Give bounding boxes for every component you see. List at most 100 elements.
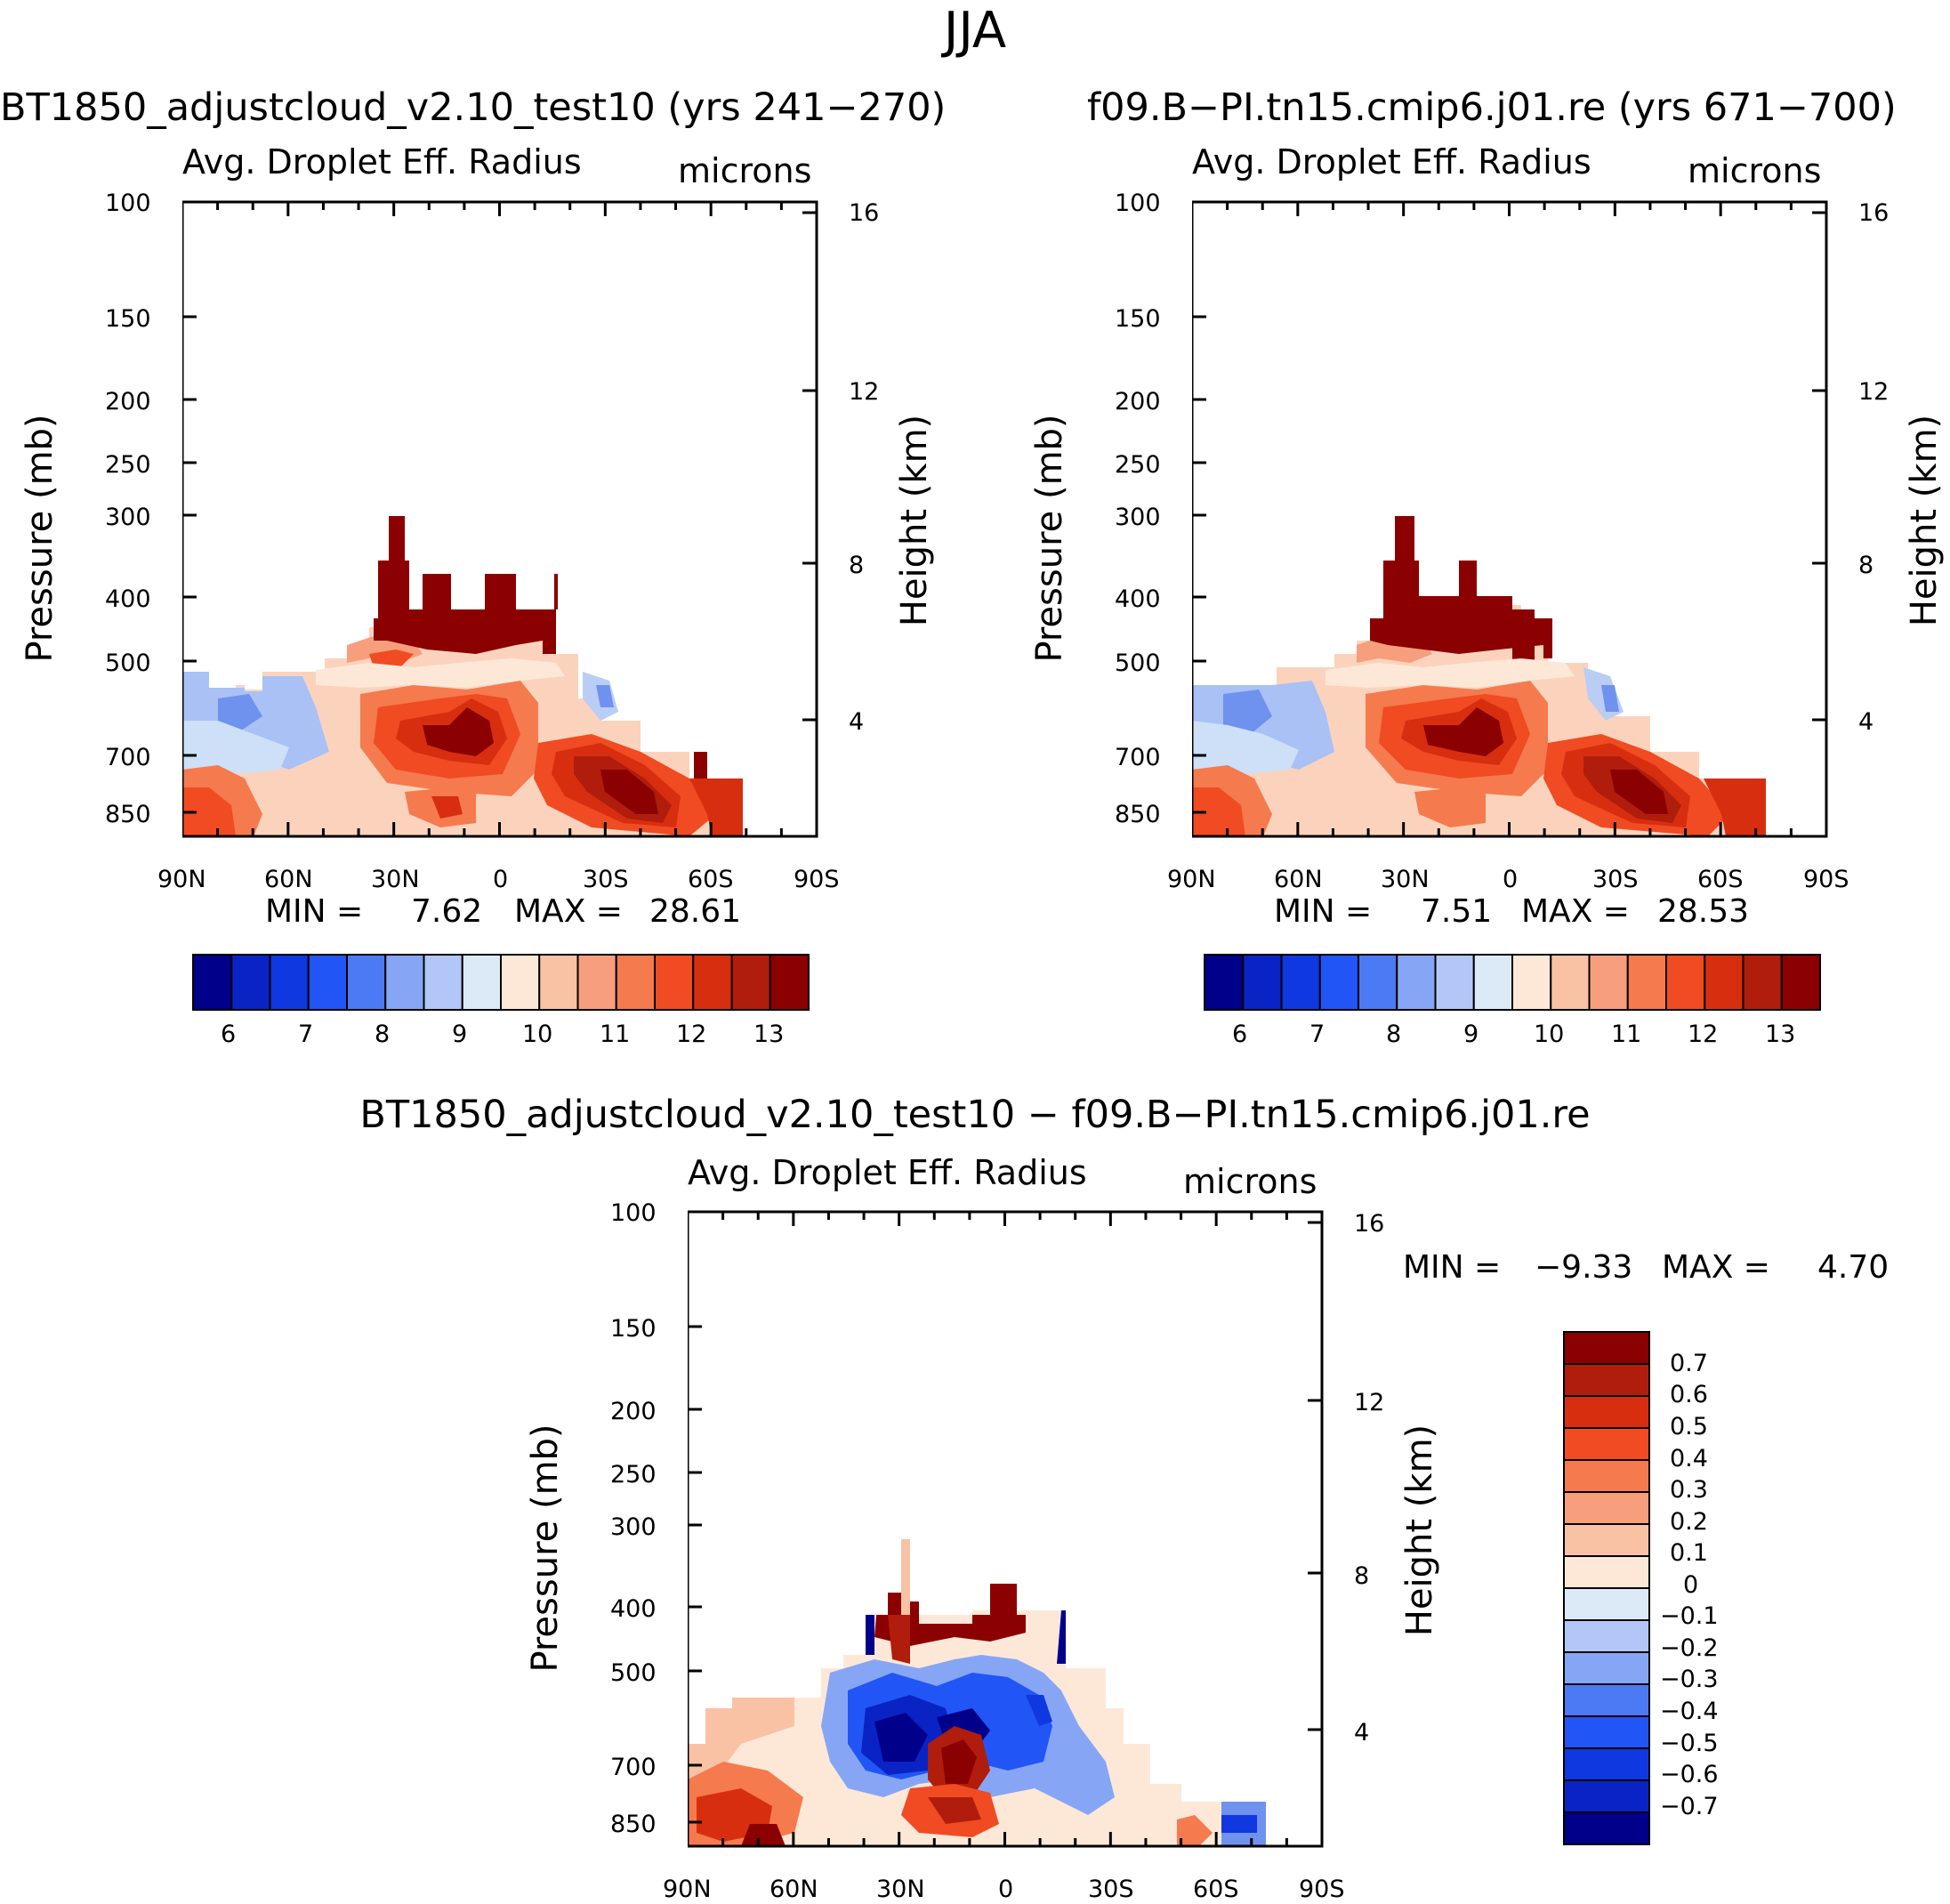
- left-cbar-swatch: [269, 954, 310, 1011]
- right-cbar-label-6: 6: [1232, 1021, 1248, 1048]
- diff-rtick-16: 16: [1354, 1210, 1385, 1238]
- right-ytick-500: 500: [1115, 649, 1161, 677]
- diff-cbar-swatch: [1563, 1587, 1650, 1621]
- diff-ylabel: Pressure (mb): [525, 1424, 566, 1673]
- diff-cbar-label-11: −0.4: [1660, 1698, 1719, 1725]
- left-cbar-label-12: 12: [676, 1021, 707, 1048]
- right-cbar-swatch: [1396, 954, 1437, 1011]
- left-cbar-swatch: [307, 954, 348, 1011]
- left-ylabel: Pressure (mb): [20, 414, 60, 663]
- right-cbar-label-11: 11: [1611, 1021, 1642, 1048]
- left-xtick-30s: 30S: [583, 866, 629, 893]
- diff-cbar-label-1: 0.6: [1670, 1381, 1708, 1408]
- right-ylabel: Pressure (mb): [1029, 414, 1070, 663]
- diff-xtick-30s: 30S: [1088, 1876, 1134, 1903]
- right-xtick-60n: 60N: [1274, 866, 1323, 893]
- left-cbar-label-8: 8: [375, 1021, 391, 1048]
- diff-cbar-swatch: [1563, 1683, 1650, 1717]
- right-y-tick-marks: [1192, 200, 1826, 814]
- diff-cbar-label-8: −0.1: [1660, 1602, 1719, 1630]
- left-ytick-700: 700: [105, 744, 151, 771]
- diff-cbar-label-5: 0.2: [1670, 1508, 1708, 1536]
- left-colorbar: [192, 954, 810, 1011]
- right-cbar-swatch: [1742, 954, 1783, 1011]
- diff-y-tick-marks: [688, 1210, 1322, 1824]
- right-cbar-label-8: 8: [1386, 1021, 1402, 1048]
- diff-ytick-700: 700: [610, 1754, 657, 1781]
- left-cbar-label-10: 10: [522, 1021, 553, 1048]
- diff-cbar-swatch: [1563, 1331, 1650, 1365]
- right-rtick-8: 8: [1858, 552, 1874, 579]
- diff-ytick-400: 400: [610, 1595, 657, 1623]
- left-ytick-200: 200: [105, 388, 151, 415]
- diff-max-value: 4.70: [1817, 1249, 1890, 1286]
- diff-cbar-swatch: [1563, 1427, 1650, 1461]
- diff-ytick-200: 200: [610, 1398, 657, 1425]
- right-cbar-swatch: [1358, 954, 1398, 1011]
- diff-cbar-swatch: [1563, 1619, 1650, 1653]
- left-rtick-12: 12: [849, 378, 880, 406]
- diff-field-shading: [688, 1539, 1266, 1846]
- diff-xtick-60n: 60N: [770, 1876, 818, 1903]
- diff-ylabel-right: Height (km): [1399, 1424, 1440, 1637]
- diff-cbar-swatch: [1563, 1395, 1650, 1429]
- diff-ytick-850: 850: [610, 1811, 657, 1838]
- diff-cbar-label-7: 0: [1683, 1571, 1699, 1599]
- right-cbar-label-7: 7: [1309, 1021, 1326, 1048]
- diff-ytick-300: 300: [610, 1513, 657, 1541]
- diff-colorbar: [1563, 1331, 1650, 1845]
- right-cbar-swatch: [1550, 954, 1591, 1011]
- right-cbar-swatch: [1626, 954, 1667, 1011]
- right-ytick-400: 400: [1115, 585, 1161, 613]
- left-cbar-label-6: 6: [221, 1021, 237, 1048]
- left-ytick-150: 150: [105, 305, 151, 333]
- diff-cbar-swatch: [1563, 1747, 1650, 1781]
- right-cbar-label-9: 9: [1463, 1021, 1479, 1048]
- left-xtick-90n: 90N: [157, 866, 206, 893]
- right-ytick-150: 150: [1115, 305, 1161, 333]
- right-cbar-swatch: [1588, 954, 1629, 1011]
- diff-cbar-swatch: [1563, 1555, 1650, 1589]
- diff-xtick-90s: 90S: [1299, 1876, 1345, 1903]
- right-ytick-100: 100: [1115, 190, 1161, 217]
- left-plot: [182, 200, 818, 838]
- right-field-label: Avg. Droplet Eff. Radius: [1192, 142, 1591, 182]
- right-min-value: 7.51: [1421, 893, 1493, 930]
- diff-ytick-250: 250: [610, 1461, 657, 1489]
- right-ytick-250: 250: [1115, 451, 1161, 479]
- right-xtick-0: 0: [1503, 866, 1519, 893]
- right-cbar-swatch: [1434, 954, 1475, 1011]
- left-min-value: 7.62: [411, 893, 483, 930]
- left-ytick-300: 300: [105, 504, 151, 531]
- left-cbar-swatch: [538, 954, 579, 1011]
- diff-plot: [688, 1210, 1324, 1848]
- left-cbar-swatch: [230, 954, 271, 1011]
- right-ytick-850: 850: [1115, 801, 1161, 828]
- right-cbar-label-13: 13: [1765, 1021, 1796, 1048]
- diff-cbar-swatch: [1563, 1523, 1650, 1557]
- right-field-shading: [1192, 516, 1766, 836]
- left-cbar-swatch: [461, 954, 502, 1011]
- diff-cbar-swatch: [1563, 1779, 1650, 1813]
- left-units-label: microns: [678, 151, 812, 190]
- left-cbar-swatch: [654, 954, 695, 1011]
- diff-cbar-swatch: [1563, 1459, 1650, 1493]
- right-max-label: MAX =: [1521, 893, 1630, 930]
- diff-cbar-swatch: [1563, 1811, 1650, 1845]
- left-cbar-swatch: [192, 954, 233, 1011]
- diff-xtick-0: 0: [998, 1876, 1014, 1903]
- diff-units-label: microns: [1183, 1162, 1317, 1201]
- right-cbar-swatch: [1204, 954, 1245, 1011]
- diff-max-label: MAX =: [1662, 1249, 1770, 1286]
- left-xtick-0: 0: [493, 866, 509, 893]
- diff-cbar-label-3: 0.4: [1670, 1445, 1708, 1472]
- right-cbar-swatch: [1780, 954, 1821, 1011]
- diff-ytick-150: 150: [610, 1315, 657, 1343]
- left-xtick-60s: 60S: [688, 866, 734, 893]
- diff-panel-title: BT1850_adjustcloud_v2.10_test10 − f09.B−…: [359, 1093, 1591, 1137]
- left-cbar-swatch: [692, 954, 733, 1011]
- right-units-label: microns: [1688, 151, 1822, 190]
- left-cbar-swatch: [423, 954, 463, 1011]
- left-xtick-30n: 30N: [371, 866, 420, 893]
- right-ytick-300: 300: [1115, 504, 1161, 531]
